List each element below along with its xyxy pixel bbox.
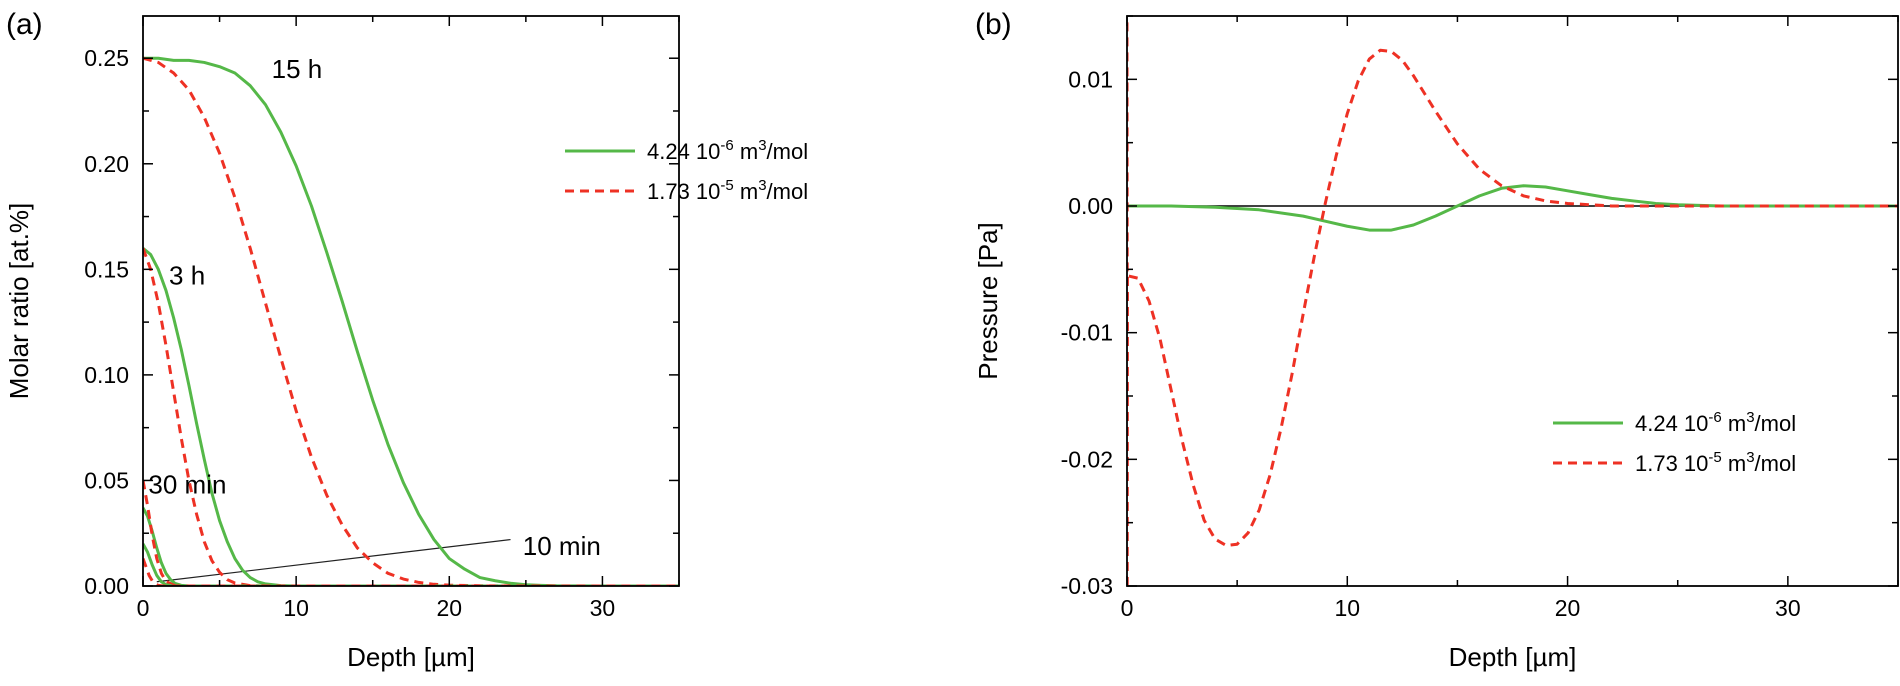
legend-label-part: m <box>734 139 758 164</box>
y-tick-label: 0.05 <box>84 467 129 493</box>
legend-label-part: /mol <box>767 179 809 204</box>
curve-annotation: 10 min <box>523 531 601 561</box>
legend-label-part: -5 <box>720 177 733 194</box>
legend-label-part: 1.73 10 <box>1635 451 1708 476</box>
x-tick-label: 30 <box>590 595 616 621</box>
x-axis-title: Depth [µm] <box>1449 642 1577 672</box>
legend-label: 4.24 10-6 m3/mol <box>1635 409 1796 436</box>
legend-label-part: 1.73 10 <box>647 179 720 204</box>
y-tick-label: -0.03 <box>1061 573 1113 599</box>
legend-label-part: /mol <box>1755 411 1797 436</box>
series-line-1 <box>1127 184 1898 232</box>
legend-label-part: -6 <box>1708 409 1721 426</box>
legend-label-part: m <box>1722 411 1746 436</box>
legend-label-part: -6 <box>720 137 733 154</box>
panel-label: (a) <box>6 8 43 41</box>
series-group <box>143 56 679 586</box>
legend-label-part: /mol <box>1755 451 1797 476</box>
y-tick-label: -0.01 <box>1061 320 1113 346</box>
legend-label-part: 4.24 10 <box>647 139 720 164</box>
y-tick-label: 0.20 <box>84 151 129 177</box>
panel-label: (b) <box>975 8 1012 41</box>
series-line-2 <box>1127 22 1898 547</box>
legend-label: 1.73 10-5 m3/mol <box>647 177 808 204</box>
y-tick-label: 0.25 <box>84 45 129 71</box>
y-tick-label: 0.10 <box>84 362 129 388</box>
legend-label-part: 3 <box>1746 409 1754 426</box>
x-tick-label: 0 <box>137 595 150 621</box>
legend-label-part: 3 <box>758 177 766 194</box>
series-line-6 <box>143 480 679 586</box>
curve-annotation: 3 h <box>169 261 205 291</box>
x-tick-label: 0 <box>1121 595 1134 621</box>
x-tick-label: 20 <box>436 595 462 621</box>
series-line-2 <box>143 56 679 586</box>
curve-annotation: 30 min <box>148 470 226 500</box>
series-group <box>1127 22 1898 586</box>
legend-label-part: -5 <box>1708 449 1721 466</box>
x-tick-label: 30 <box>1775 595 1801 621</box>
legend-label-part: 3 <box>1746 449 1754 466</box>
series-line-8 <box>143 558 679 586</box>
series-line-4 <box>143 247 679 586</box>
legend-label-part: m <box>734 179 758 204</box>
y-axis-title: Molar ratio [at.%] <box>4 203 34 400</box>
x-tick-label: 10 <box>1334 595 1360 621</box>
panel-a: (a) 0 10 20 30 0.00 0.05 0.10 0.15 0.20 0.25 Depth … <box>4 8 808 672</box>
x-tick-label: 20 <box>1555 595 1581 621</box>
pointer-line <box>156 538 511 583</box>
legend-label-part: m <box>1722 451 1746 476</box>
y-tick-label: 0.00 <box>84 573 129 599</box>
legend-label-part: 4.24 10 <box>1635 411 1708 436</box>
x-axis-title: Depth [µm] <box>347 642 475 672</box>
legend-label-part: /mol <box>767 139 809 164</box>
y-tick-label: 0.01 <box>1068 66 1113 92</box>
y-tick-label: 0.00 <box>1068 193 1113 219</box>
plot-frame <box>1126 15 1899 587</box>
panel-b: (b) 0 10 20 30 -0.03 -0.02 -0.01 0.00 0.01 Depth [… <box>973 8 1899 672</box>
x-tick-label: 10 <box>283 595 309 621</box>
plot-frame <box>142 15 680 587</box>
y-tick-label: 0.15 <box>84 256 129 282</box>
legend-label: 1.73 10-5 m3/mol <box>1635 449 1796 476</box>
y-tick-label: -0.02 <box>1061 446 1113 472</box>
legend-label-part: 3 <box>758 137 766 154</box>
curve-annotation: 15 h <box>272 54 323 84</box>
y-axis-title: Pressure [Pa] <box>973 222 1003 380</box>
series-line-1 <box>143 56 679 586</box>
legend-label: 4.24 10-6 m3/mol <box>647 137 808 164</box>
